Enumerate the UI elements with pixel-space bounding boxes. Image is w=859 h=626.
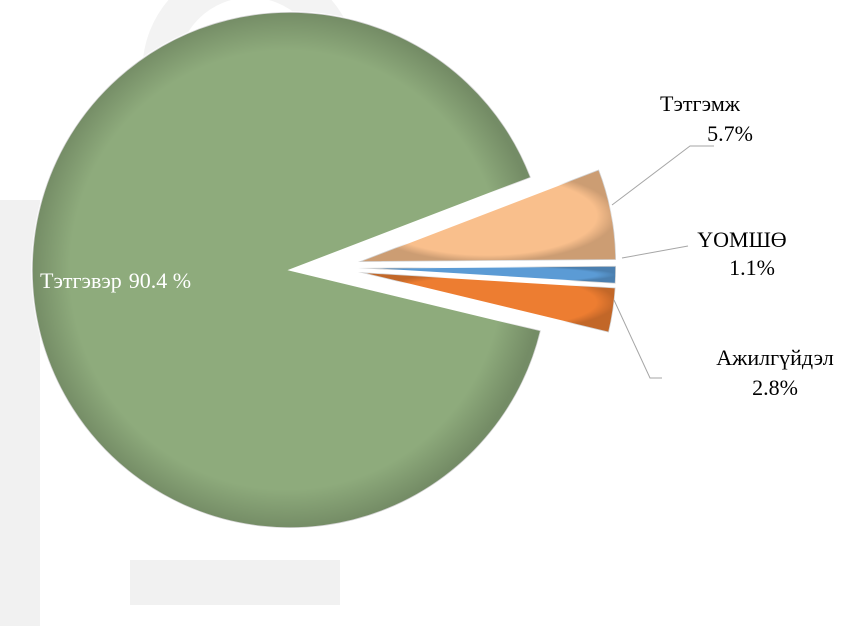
pie xyxy=(31,11,617,529)
category-label: ҮОМШӨ xyxy=(697,227,786,252)
category-label: Тэтгэмж xyxy=(660,91,741,116)
slice-shade xyxy=(358,272,616,333)
leader-line xyxy=(611,145,714,206)
category-label: Тэтгэвэр xyxy=(40,268,122,293)
leader-line xyxy=(621,245,689,259)
slice-shade xyxy=(358,169,616,262)
value-label: 5.7% xyxy=(707,121,753,146)
category-label: Ажилгүйдэл xyxy=(716,345,833,370)
value-label: 2.8% xyxy=(752,375,798,400)
slice-shade xyxy=(32,11,541,529)
leader-line xyxy=(613,299,662,379)
value-label: 1.1% xyxy=(729,255,775,280)
slice-shade xyxy=(358,265,617,284)
slice-label: Тэтгэвэр 90.4 % xyxy=(40,268,191,293)
value-label: 90.4 % xyxy=(129,268,191,293)
labels: Тэтгэмж 5.7% ҮОМШӨ 1.1% Ажилгүйдэл 2.8% Тэтгэв… xyxy=(40,91,834,400)
